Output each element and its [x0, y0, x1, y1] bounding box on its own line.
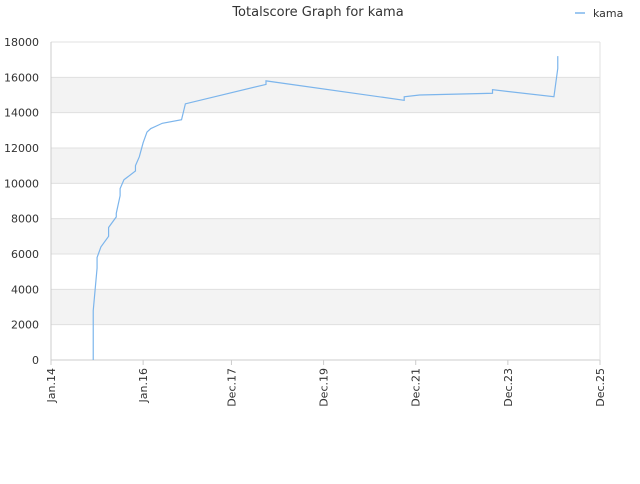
x-tick-label: Dec.23: [502, 368, 515, 407]
y-tick-label: 2000: [11, 319, 39, 332]
y-tick-label: 10000: [4, 177, 39, 190]
grid-band: [51, 289, 600, 325]
y-tick-label: 0: [32, 354, 39, 367]
grid-band: [51, 218, 600, 254]
x-tick-label: Jan.14: [45, 368, 58, 403]
y-tick-label: 6000: [11, 248, 39, 261]
legend-label: kama: [593, 7, 623, 20]
y-tick-label: 8000: [11, 213, 39, 226]
x-tick-label: Dec.25: [594, 368, 607, 407]
y-tick-label: 18000: [4, 36, 39, 49]
x-tick-label: Dec.21: [410, 368, 423, 407]
y-tick-label: 16000: [4, 71, 39, 84]
x-tick-label: Dec.19: [318, 368, 331, 407]
y-tick-label: 14000: [4, 107, 39, 120]
chart-title: Totalscore Graph for kama: [231, 5, 403, 20]
y-tick-label: 4000: [11, 283, 39, 296]
y-tick-label: 12000: [4, 142, 39, 155]
grid-band: [51, 77, 600, 113]
line: [92, 56, 559, 360]
x-tick-label: Dec.17: [225, 368, 238, 407]
grid-band: [51, 148, 600, 184]
x-tick-label: Jan.16: [137, 368, 150, 403]
